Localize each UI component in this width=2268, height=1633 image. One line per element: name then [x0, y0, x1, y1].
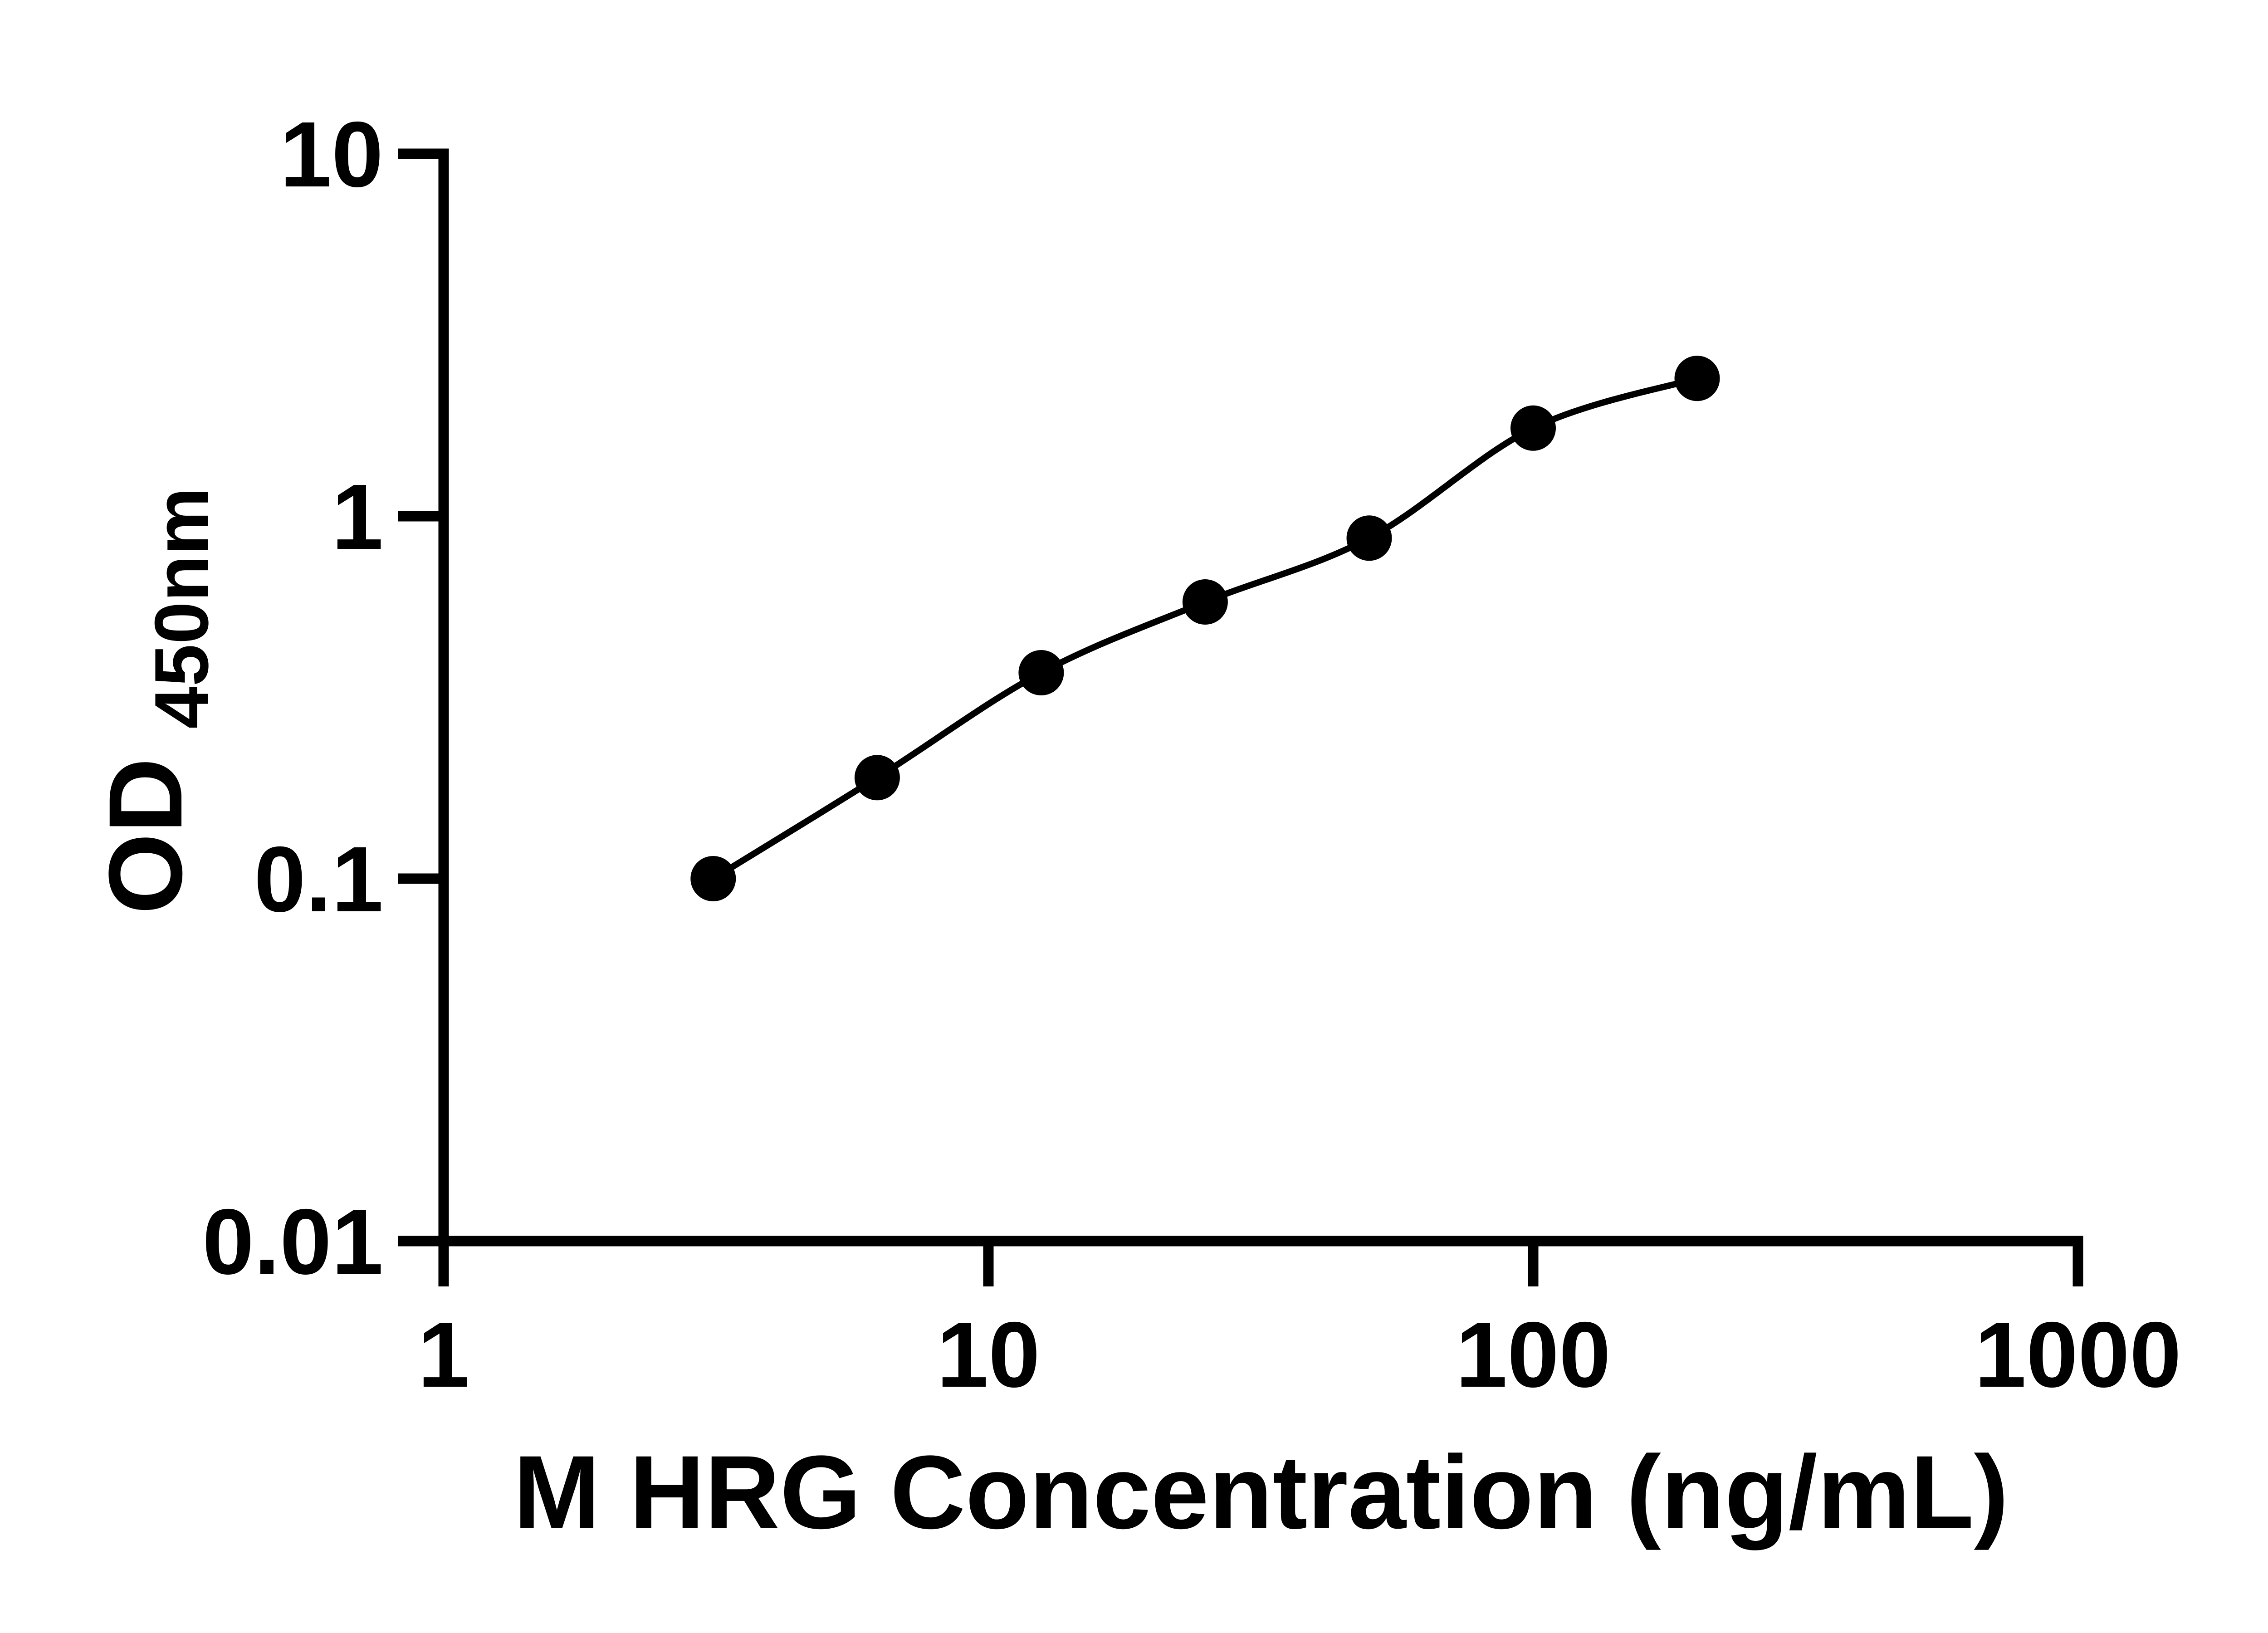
y-tick-label: 0.01 [202, 1190, 383, 1294]
data-point [1018, 650, 1064, 695]
y-tick-label: 0.1 [254, 827, 383, 931]
data-point [854, 755, 900, 801]
data-point [690, 856, 736, 901]
x-tick-label: 10 [937, 1303, 1040, 1407]
fit-curve [710, 375, 1701, 882]
x-tick-label: 1000 [1975, 1303, 2181, 1407]
y-axis-title-subscript: 450nm [139, 487, 224, 728]
tick-labels: 10 1 0.1 0.01 1 10 100 1000 [202, 103, 2181, 1407]
x-tick-label: 1 [418, 1303, 469, 1407]
axes [398, 148, 2083, 1286]
plot-series [690, 356, 1720, 901]
y-tick-label: 1 [332, 465, 383, 569]
data-point [1182, 579, 1228, 625]
data-point [1674, 356, 1720, 401]
y-axis-title-main: OD [87, 758, 204, 914]
x-axis-title: M HRG Concentration (ng/mL) [513, 1434, 2009, 1550]
y-tick-label: 10 [280, 103, 383, 206]
y-axis-title: OD 450nm [87, 487, 224, 914]
data-point [1510, 405, 1556, 451]
data-point [1346, 515, 1392, 561]
x-tick-label: 100 [1456, 1303, 1611, 1407]
